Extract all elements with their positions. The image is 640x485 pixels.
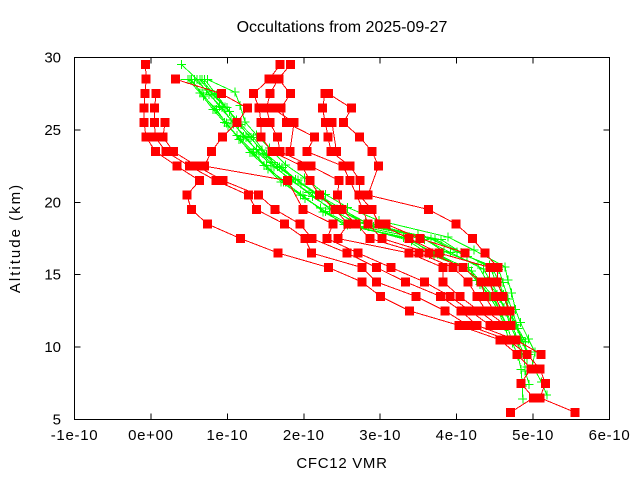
svg-text:15: 15 bbox=[44, 267, 61, 284]
svg-text:Occultations from 2025-09-27: Occultations from 2025-09-27 bbox=[237, 19, 448, 36]
svg-text:3e-10: 3e-10 bbox=[359, 427, 401, 444]
svg-text:-1e-10: -1e-10 bbox=[51, 427, 99, 444]
svg-text:30: 30 bbox=[44, 50, 61, 67]
svg-text:CFC12 VMR: CFC12 VMR bbox=[296, 455, 387, 472]
svg-text:1e-10: 1e-10 bbox=[206, 427, 248, 444]
svg-text:4e-10: 4e-10 bbox=[436, 427, 478, 444]
svg-text:6e-10: 6e-10 bbox=[589, 427, 631, 444]
svg-text:10: 10 bbox=[44, 339, 61, 356]
svg-text:5e-10: 5e-10 bbox=[512, 427, 554, 444]
svg-text:20: 20 bbox=[44, 194, 61, 211]
svg-text:Altitude (km): Altitude (km) bbox=[7, 183, 24, 293]
svg-text:25: 25 bbox=[44, 122, 61, 139]
svg-text:5: 5 bbox=[53, 412, 61, 429]
svg-text:2e-10: 2e-10 bbox=[283, 427, 325, 444]
svg-text:0e+00: 0e+00 bbox=[128, 427, 174, 444]
